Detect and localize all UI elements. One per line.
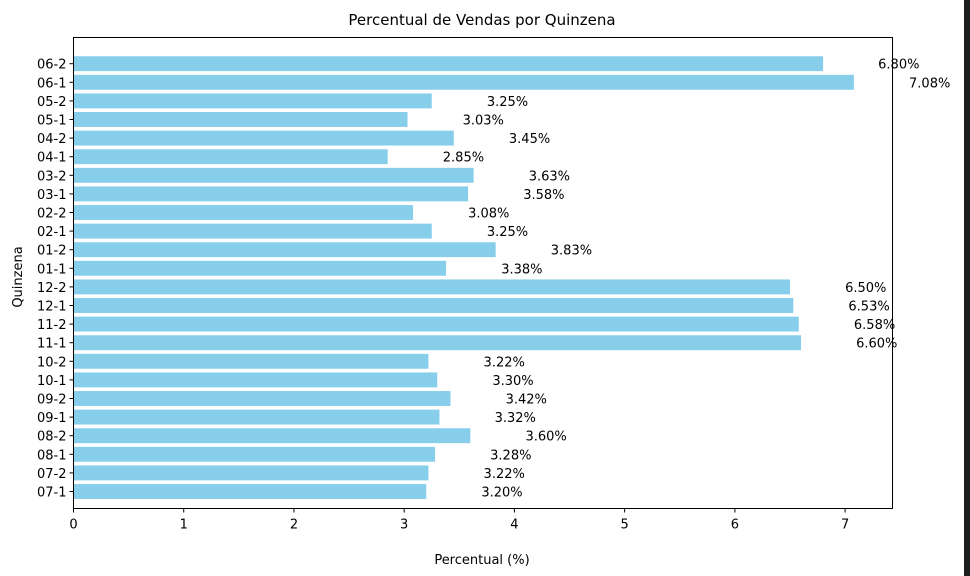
window-edge	[964, 0, 970, 576]
bar-04-1	[73, 149, 388, 165]
y-tick-label-05-1: 05-1	[37, 114, 67, 129]
y-tick-label-10-2: 10-2	[37, 355, 67, 370]
data-label-12-2: 6.50%	[845, 281, 886, 296]
y-tick-label-06-2: 06-2	[37, 58, 67, 73]
y-tick-label-04-2: 04-2	[37, 132, 67, 147]
data-label-11-1: 6.60%	[856, 337, 897, 352]
bar-07-1	[73, 484, 427, 499]
y-axis-ticks: 07-1 07-2 08-1 08-2 09-1 09-2 10-1 10-2 11-1 11-2…	[37, 58, 74, 501]
y-tick-label-07-1: 07-1	[37, 486, 67, 501]
y-tick-label-03-2: 03-2	[37, 169, 67, 184]
y-tick-label-06-1: 06-1	[37, 76, 67, 91]
y-tick-label-07-2: 07-2	[37, 467, 67, 482]
y-tick-label-09-1: 09-1	[37, 411, 67, 426]
y-tick-label-02-2: 02-2	[37, 207, 67, 222]
bar-05-2	[73, 93, 432, 109]
bar-10-1	[73, 372, 438, 388]
data-label-02-1: 3.25%	[487, 225, 528, 240]
data-label-05-2: 3.25%	[487, 95, 528, 110]
bar-11-1	[73, 335, 802, 351]
y-tick-label-03-1: 03-1	[37, 188, 67, 203]
bar-09-2	[73, 391, 451, 406]
x-tick-label-6: 6	[731, 518, 739, 533]
data-label-10-2: 3.22%	[484, 355, 525, 370]
x-axis-label: Percentual (%)	[434, 553, 529, 568]
y-axis-label: Quinzena	[11, 246, 26, 307]
bar-03-1	[73, 186, 469, 202]
data-label-08-2: 3.60%	[525, 430, 566, 445]
axes-frame	[73, 37, 893, 509]
data-label-06-1: 7.08%	[909, 76, 950, 91]
data-label-01-1: 3.38%	[501, 262, 542, 277]
data-label-05-1: 3.03%	[463, 114, 504, 129]
y-tick-label-01-2: 01-2	[37, 244, 67, 259]
y-tick-label-08-1: 08-1	[37, 448, 67, 463]
data-label-08-1: 3.28%	[490, 448, 531, 463]
bar-09-1	[73, 409, 440, 425]
bar-12-1	[73, 298, 794, 313]
y-tick-label-12-1: 12-1	[37, 300, 67, 315]
data-label-04-2: 3.45%	[509, 132, 550, 147]
bars-group	[73, 56, 854, 499]
data-label-11-2: 6.58%	[854, 318, 895, 333]
y-tick-label-12-2: 12-2	[37, 281, 67, 296]
y-tick-label-02-1: 02-1	[37, 225, 67, 240]
x-tick-label-4: 4	[510, 518, 518, 533]
y-tick-label-11-2: 11-2	[37, 318, 67, 333]
bar-10-2	[73, 353, 429, 369]
data-label-09-1: 3.32%	[495, 411, 536, 426]
y-tick-label-08-2: 08-2	[37, 430, 67, 445]
bar-02-2	[73, 205, 414, 220]
data-label-07-1: 3.20%	[481, 486, 522, 501]
bar-04-2	[73, 130, 454, 146]
x-axis-ticks: 0 1 2 3 4 5 6 7	[69, 508, 849, 533]
data-label-12-1: 6.53%	[848, 300, 889, 315]
x-tick-label-5: 5	[621, 518, 629, 533]
y-tick-label-05-2: 05-2	[37, 95, 67, 110]
y-tick-label-04-1: 04-1	[37, 151, 67, 166]
bar-03-2	[73, 167, 474, 183]
y-tick-label-10-1: 10-1	[37, 374, 67, 389]
data-label-06-2: 6.80%	[878, 58, 919, 73]
y-tick-label-01-1: 01-1	[37, 262, 67, 277]
x-tick-label-1: 1	[180, 518, 188, 533]
data-label-10-1: 3.30%	[492, 374, 533, 389]
data-label-04-1: 2.85%	[443, 151, 484, 166]
data-label-09-2: 3.42%	[506, 393, 547, 408]
x-tick-label-0: 0	[69, 518, 77, 533]
x-tick-label-3: 3	[400, 518, 408, 533]
bar-02-1	[73, 223, 432, 239]
bar-07-2	[73, 465, 429, 481]
y-tick-label-11-1: 11-1	[37, 337, 67, 352]
bar-08-2	[73, 428, 471, 444]
x-tick-label-2: 2	[290, 518, 298, 533]
bar-01-2	[73, 242, 496, 258]
bar-01-1	[73, 260, 447, 276]
data-labels-group: 3.20% 3.22% 3.28% 3.60% 3.32% 3.42% 3.30% 3.22%…	[443, 58, 951, 501]
data-label-03-2: 3.63%	[529, 169, 570, 184]
bar-06-2	[73, 56, 824, 72]
bar-05-1	[73, 112, 408, 127]
data-label-02-2: 3.08%	[468, 207, 509, 222]
bar-11-2	[73, 316, 799, 332]
data-label-03-1: 3.58%	[523, 188, 564, 203]
bar-12-2	[73, 279, 790, 295]
bar-08-1	[73, 446, 436, 462]
y-tick-label-09-2: 09-2	[37, 393, 67, 408]
bar-06-1	[73, 74, 854, 90]
data-label-07-2: 3.22%	[484, 467, 525, 482]
chart-title: Percentual de Vendas por Quinzena	[348, 11, 615, 29]
x-tick-label-7: 7	[841, 518, 849, 533]
data-label-01-2: 3.83%	[551, 244, 592, 259]
